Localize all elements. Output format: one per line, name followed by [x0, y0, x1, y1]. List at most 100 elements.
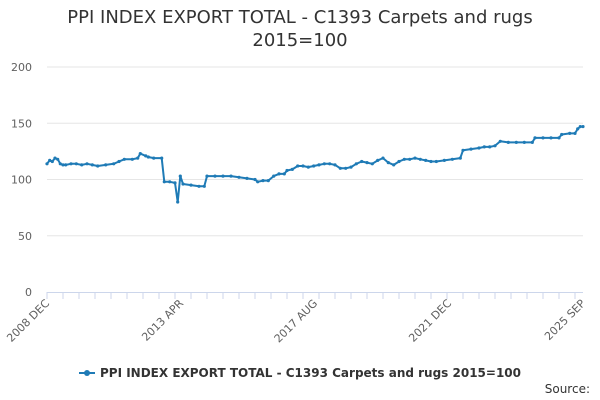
data-point [80, 163, 84, 167]
data-point [514, 140, 518, 144]
data-point [317, 163, 321, 167]
data-point [205, 174, 209, 178]
data-point [104, 163, 108, 167]
data-point [58, 162, 62, 166]
data-point [424, 158, 428, 162]
data-point [96, 164, 100, 168]
data-point [130, 157, 134, 161]
data-point [397, 159, 401, 164]
chart-title-line-2: 2015=100 [252, 30, 348, 51]
data-point [50, 159, 54, 164]
data-point [290, 167, 294, 171]
x-tick-label: 2013 APR [139, 297, 186, 344]
source-credit[interactable]: Source: [544, 382, 590, 396]
data-point [202, 184, 206, 188]
data-point [85, 162, 89, 166]
data-point [557, 136, 561, 140]
data-point [178, 174, 182, 178]
data-point [144, 154, 148, 158]
data-point [261, 179, 265, 183]
data-point [506, 140, 510, 144]
data-point [53, 156, 57, 160]
data-point [181, 182, 185, 186]
data-point [354, 162, 358, 166]
data-point [176, 200, 180, 204]
x-tick-label: 2008 DEC [4, 297, 52, 345]
data-point [306, 165, 310, 169]
data-point [413, 156, 417, 160]
data-point [488, 145, 492, 149]
data-point [370, 162, 374, 166]
chart-title: PPI INDEX EXPORT TOTAL - C1393 Carpets a… [0, 6, 600, 52]
data-point [549, 136, 553, 140]
data-point [344, 166, 348, 170]
data-point [272, 174, 276, 178]
data-point [168, 180, 172, 184]
data-point [333, 163, 337, 167]
series-line-0 [46, 125, 583, 203]
y-tick-label: 50 [18, 230, 32, 243]
data-point [237, 175, 241, 179]
data-point [152, 156, 156, 160]
y-tick-label: 0 [25, 286, 32, 299]
data-point [568, 131, 572, 135]
data-point [458, 156, 462, 160]
data-point [429, 159, 433, 164]
data-point [477, 146, 481, 150]
data-point [64, 163, 68, 167]
data-point [581, 125, 585, 129]
data-point [498, 139, 502, 143]
legend: PPI INDEX EXPORT TOTAL - C1393 Carpets a… [0, 366, 600, 381]
data-point [61, 163, 65, 167]
data-point [533, 136, 537, 140]
data-point [541, 136, 545, 140]
data-point [213, 174, 217, 178]
data-point [285, 168, 289, 173]
data-point [160, 156, 164, 160]
data-point [117, 159, 121, 164]
data-point [69, 162, 73, 166]
y-tick-label: 150 [11, 117, 32, 130]
data-point [442, 158, 446, 162]
axes: 0 50 100 150 200 2008 DEC 2013 APR 2017 AUG 2021… [4, 61, 588, 345]
data-point [322, 162, 326, 166]
y-tick-label: 100 [11, 174, 32, 187]
data-point [245, 176, 249, 180]
data-point [376, 158, 380, 162]
data-point [560, 132, 564, 137]
data-point [408, 157, 412, 161]
data-point [381, 156, 385, 160]
data-point [112, 162, 116, 166]
data-point [386, 161, 390, 165]
data-point [277, 172, 281, 176]
data-point [482, 145, 486, 149]
data-point [328, 162, 332, 166]
data-point [253, 177, 257, 182]
data-point [282, 172, 286, 176]
data-point [301, 164, 305, 168]
x-tick-label: 2025 SEP [542, 297, 588, 343]
legend-label: PPI INDEX EXPORT TOTAL - C1393 Carpets a… [99, 366, 522, 380]
data-point [578, 125, 582, 129]
data-point [48, 158, 52, 162]
data-point [418, 157, 422, 161]
x-tick-label: 2017 AUG [272, 297, 321, 346]
data-point [402, 157, 406, 161]
data-point [173, 181, 177, 185]
data-point [312, 164, 316, 168]
data-point [434, 159, 438, 164]
data-point [469, 147, 473, 151]
series-layer [45, 125, 585, 204]
data-point [45, 162, 49, 166]
data-point [138, 152, 142, 156]
data-point [162, 180, 166, 184]
data-point [530, 140, 534, 144]
legend-item[interactable]: PPI INDEX EXPORT TOTAL - C1393 Carpets a… [78, 366, 522, 380]
data-point [493, 144, 497, 148]
data-point [221, 174, 225, 178]
x-tick-label: 2021 DEC [406, 297, 454, 345]
data-point [296, 164, 300, 168]
data-point [146, 155, 150, 159]
legend-line-marker-icon [78, 368, 95, 378]
